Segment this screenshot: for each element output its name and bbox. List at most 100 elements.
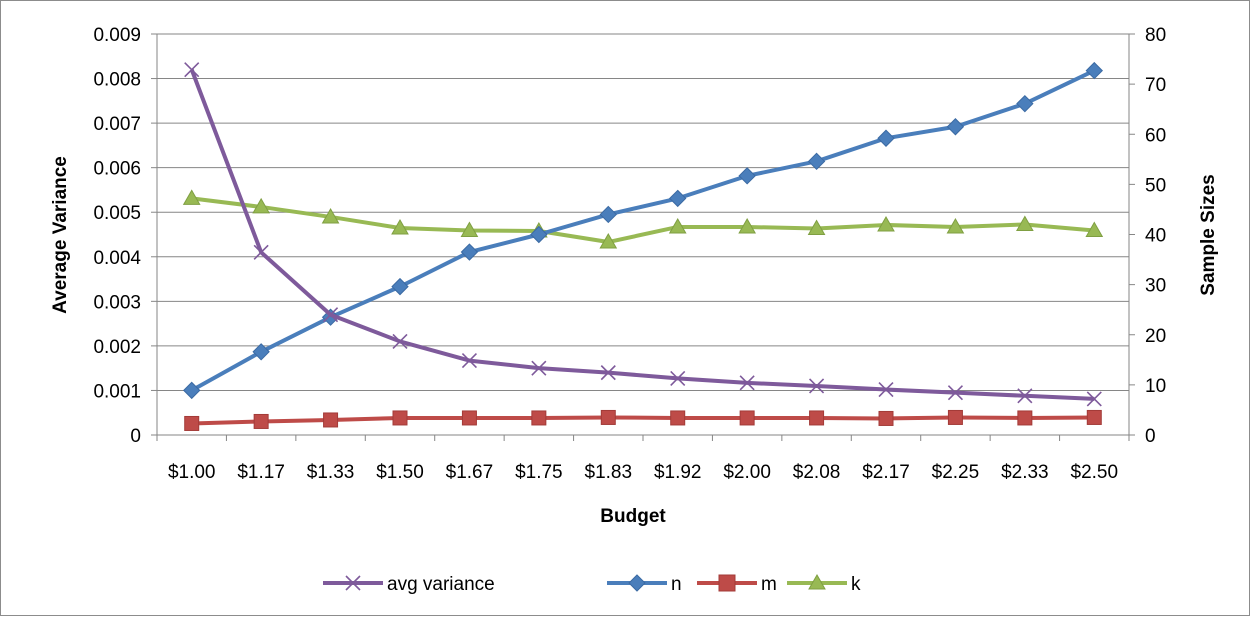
- data-point-stroke: [392, 333, 408, 349]
- data-point: [252, 343, 270, 361]
- right-tick-label: 50: [1145, 175, 1166, 196]
- data-point: [531, 410, 547, 426]
- right-tick-label: 0: [1145, 426, 1156, 447]
- data-point: [878, 410, 894, 426]
- x-tick-label: $2.50: [1071, 462, 1119, 483]
- data-point: [668, 217, 687, 234]
- left-tick-label: 0: [130, 426, 141, 447]
- data-point: [182, 189, 201, 205]
- data-point: [183, 381, 201, 400]
- right-axis-title: Sample Sizes: [1198, 174, 1219, 295]
- x-tick-label: $1.83: [585, 462, 633, 483]
- data-point: [1086, 391, 1102, 407]
- data-point: [807, 152, 826, 171]
- legend-item: n: [607, 574, 682, 595]
- series-layer: [182, 61, 1104, 431]
- data-point: [1085, 221, 1104, 237]
- left-tick-label: 0.006: [93, 159, 141, 180]
- data-point: [1085, 61, 1103, 80]
- data-point: [599, 205, 617, 224]
- legend-item: m: [697, 574, 777, 595]
- data-point: [531, 360, 547, 376]
- data-point: [739, 410, 755, 426]
- data-point: [184, 415, 200, 431]
- x-tick-label: $1.17: [237, 462, 285, 483]
- series-n: [183, 61, 1103, 400]
- x-tick-label: $2.25: [932, 462, 980, 483]
- data-point: [461, 410, 477, 426]
- data-point: [253, 413, 269, 429]
- data-point: [1016, 94, 1034, 113]
- data-point: [718, 574, 736, 592]
- data-point: [323, 307, 339, 323]
- data-point: [670, 410, 686, 426]
- left-tick-label: 0.008: [93, 70, 141, 91]
- legend-label: m: [761, 574, 777, 595]
- data-point: [877, 215, 895, 232]
- data-point: [946, 217, 965, 234]
- series-line: [191, 415, 1095, 426]
- series-k: [182, 189, 1104, 249]
- data-point-stroke: [600, 365, 616, 381]
- data-point: [809, 410, 825, 426]
- x-tick-label: $1.75: [515, 462, 563, 483]
- data-point: [184, 62, 200, 78]
- axes: [151, 33, 1135, 441]
- left-tick-label: 0.004: [93, 248, 141, 269]
- data-point-stroke: [670, 370, 686, 386]
- data-point-stroke: [1086, 391, 1102, 407]
- data-point: [947, 409, 963, 425]
- data-point: [252, 197, 271, 214]
- data-point-stroke: [739, 375, 755, 391]
- right-tick-label: 10: [1145, 376, 1166, 397]
- data-point-stroke: [809, 378, 825, 394]
- data-point: [253, 244, 269, 260]
- series-m: [184, 409, 1102, 431]
- data-point-stroke: [461, 353, 477, 369]
- data-point: [391, 277, 409, 296]
- data-point: [947, 385, 963, 401]
- x-tick-label: $1.33: [307, 462, 355, 483]
- left-tick-label: 0.007: [93, 114, 141, 135]
- x-tick-label: $2.00: [723, 462, 771, 483]
- legend-item: avg variance: [323, 574, 495, 595]
- x-axis-ticks: $1.00 $1.17 $1.33 $1.50 $1.67 $1.75 $1.83 $1.92…: [168, 462, 1118, 483]
- x-tick-label: $2.33: [1001, 462, 1049, 483]
- right-tick-label: 80: [1145, 25, 1166, 46]
- right-tick-label: 70: [1145, 75, 1166, 96]
- legend-label: k: [851, 574, 861, 595]
- x-tick-label: $1.67: [446, 462, 494, 483]
- legend-label: avg variance: [387, 574, 495, 595]
- legend-label: n: [671, 574, 682, 595]
- series-line: [191, 196, 1095, 245]
- x-tick-label: $2.08: [793, 462, 841, 483]
- data-point: [877, 129, 895, 147]
- data-point: [460, 221, 479, 237]
- data-point-stroke: [878, 381, 894, 398]
- data-point-stroke: [345, 575, 361, 591]
- data-point: [323, 412, 339, 428]
- data-point: [600, 409, 616, 425]
- series-line: [189, 68, 1095, 401]
- legend-item: k: [787, 573, 861, 595]
- data-point: [878, 381, 894, 398]
- data-point: [600, 365, 616, 381]
- data-point: [628, 574, 646, 592]
- right-tick-label: 60: [1145, 125, 1166, 146]
- data-point: [739, 375, 755, 391]
- left-tick-label: 0.002: [93, 337, 141, 358]
- data-point: [391, 218, 409, 235]
- data-point: [321, 207, 340, 224]
- data-point: [392, 410, 408, 426]
- data-point: [1015, 215, 1034, 231]
- data-point-stroke: [184, 62, 200, 78]
- right-tick-label: 30: [1145, 276, 1166, 297]
- right-tick-label: 20: [1145, 326, 1166, 347]
- data-point-stroke: [947, 385, 963, 401]
- left-tick-label: 0.009: [93, 25, 141, 46]
- left-axis-ticks: 0 0.001 0.002 0.003 0.004 0.005 0.006 0.007 0.00…: [93, 25, 141, 447]
- data-point-stroke: [1017, 388, 1033, 404]
- data-point: [738, 217, 757, 234]
- data-point: [1086, 409, 1102, 425]
